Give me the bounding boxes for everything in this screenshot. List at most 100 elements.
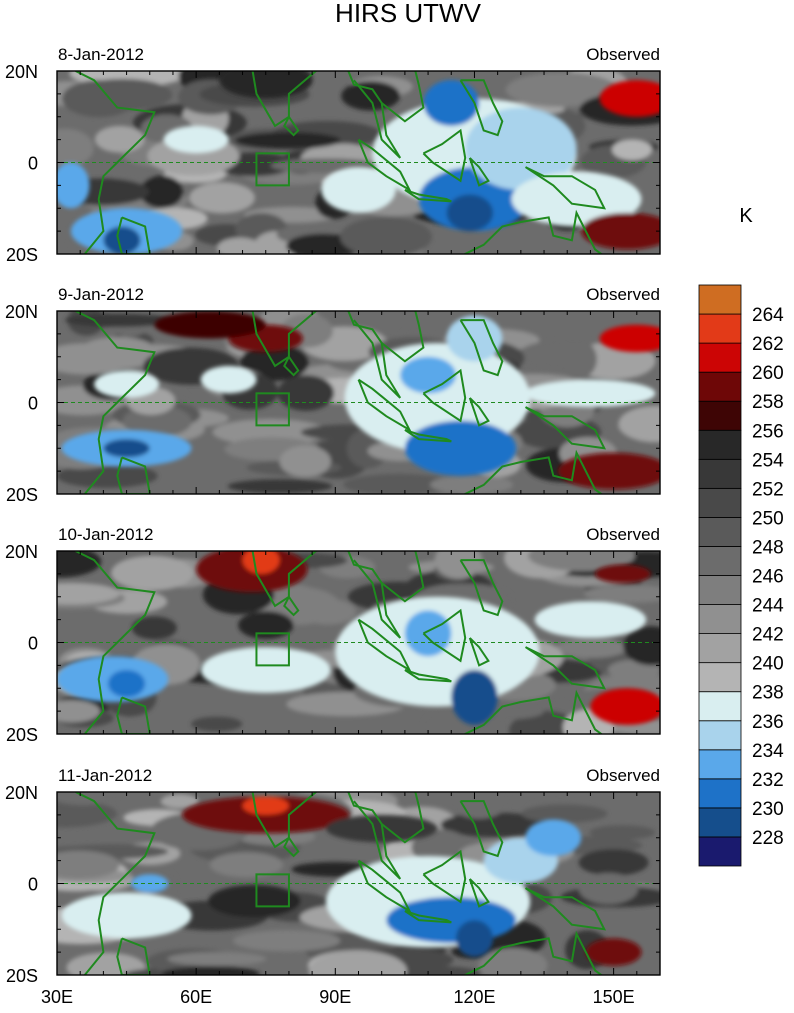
texture-blob: [139, 175, 184, 208]
map-panel: 20N 0 20S 11-Jan-2012 Observed: [5, 766, 661, 986]
coastline: [459, 559, 504, 617]
coastline: [182, 551, 402, 639]
coastline: [116, 456, 151, 494]
texture-blob: [234, 131, 341, 149]
texture-blob: [578, 872, 639, 905]
colorbar-swatch: [698, 778, 742, 809]
colorbar-label: 252: [752, 479, 784, 500]
y-tick-label: 20S: [6, 485, 38, 505]
texture-blob: [189, 182, 255, 214]
y-tick-label: 20N: [5, 783, 38, 803]
coastline: [116, 216, 151, 254]
texture-blob: [578, 849, 649, 876]
coastline: [116, 696, 151, 734]
coastline: [462, 689, 603, 734]
coastline: [524, 646, 607, 690]
y-tick-label: 20S: [6, 725, 38, 745]
texture-blob: [478, 947, 548, 975]
box-region: [255, 873, 290, 908]
coastline: [422, 849, 467, 904]
y-tick-label: 20N: [5, 542, 38, 562]
coastline: [75, 551, 156, 734]
texture-blob: [64, 313, 172, 327]
map-panel: 20N 0 20S 10-Jan-2012 Observed: [5, 525, 661, 745]
panel-date: 10-Jan-2012: [58, 525, 153, 544]
field-feature: [242, 551, 280, 574]
colorbar: 228 230 232 234 236 238 240 242 244 246 248 250 252 2…: [698, 284, 784, 867]
colorbar-swatch: [698, 546, 742, 576]
colorbar-swatch: [698, 749, 742, 780]
coastline: [468, 878, 490, 908]
coastline: [381, 551, 425, 603]
coastline: [404, 910, 452, 924]
field-feature: [154, 311, 266, 339]
colorbar-label: 248: [752, 537, 784, 558]
coastline: [381, 792, 425, 844]
coastlines: [75, 311, 607, 494]
colorbar-swatch: [698, 517, 742, 547]
x-tick-label: 60E: [180, 987, 212, 1007]
map-field: [57, 792, 660, 975]
coastline: [404, 428, 452, 443]
x-axis: 30E 60E 90E 120E 150E: [41, 987, 635, 1007]
y-tick-label: 20S: [6, 245, 38, 265]
texture-blob: [589, 825, 656, 840]
x-tick-label: 150E: [593, 987, 635, 1007]
coastline: [459, 800, 504, 858]
field-feature: [321, 167, 396, 213]
coastline: [182, 311, 402, 399]
colorbar-swatch: [698, 575, 742, 605]
y-tick-label: 20S: [6, 966, 38, 986]
field-feature: [534, 601, 647, 638]
coastline: [182, 71, 402, 159]
colorbar-label: 254: [752, 450, 784, 471]
colorbar-label: 250: [752, 508, 784, 529]
colorbar-swatch: [698, 458, 742, 489]
texture-blob: [208, 884, 301, 918]
coastline: [283, 116, 300, 137]
coastline: [75, 71, 156, 254]
field-feature: [404, 610, 452, 657]
colorbar-label: 234: [752, 741, 784, 762]
colorbar-label: 228: [752, 828, 784, 849]
field-feature: [451, 669, 498, 725]
texture-blob: [94, 125, 145, 153]
texture-blob: [623, 626, 660, 666]
coastline: [459, 319, 504, 377]
coastline: [462, 449, 603, 494]
y-tick-label: 20N: [5, 302, 38, 322]
texture-blob: [308, 950, 408, 975]
box-region: [255, 632, 290, 667]
coastline: [116, 937, 151, 975]
colorbar-label: 246: [752, 567, 784, 588]
colorbar-swatch: [698, 662, 742, 693]
texture-blob: [57, 128, 94, 167]
texture-blob: [122, 405, 192, 438]
texture-blob: [521, 804, 608, 823]
coastline: [422, 368, 467, 423]
coastline: [75, 792, 156, 975]
texture-blob: [300, 598, 356, 625]
texture-blob: [556, 638, 627, 658]
map-panel: 20N 0 20S 8-Jan-2012 Observed: [5, 45, 661, 265]
coastline: [468, 157, 490, 187]
field-feature: [455, 920, 494, 957]
field-feature: [446, 315, 503, 362]
texture-blob: [161, 966, 260, 975]
field-feature: [525, 379, 656, 408]
texture-blob: [434, 551, 483, 579]
coastline: [283, 837, 300, 858]
field-feature: [200, 365, 257, 394]
colorbar-swatch: [698, 604, 742, 634]
y-tick-label: 0: [28, 634, 38, 654]
texture-blob: [57, 464, 158, 488]
field-feature: [446, 194, 494, 232]
colorbar-label: 240: [752, 654, 784, 675]
texture-blob: [209, 852, 284, 878]
field-feature: [163, 125, 229, 154]
texture-blob: [73, 78, 173, 111]
texture-blob: [227, 479, 333, 494]
field-feature: [525, 819, 582, 857]
field-feature: [200, 647, 331, 693]
